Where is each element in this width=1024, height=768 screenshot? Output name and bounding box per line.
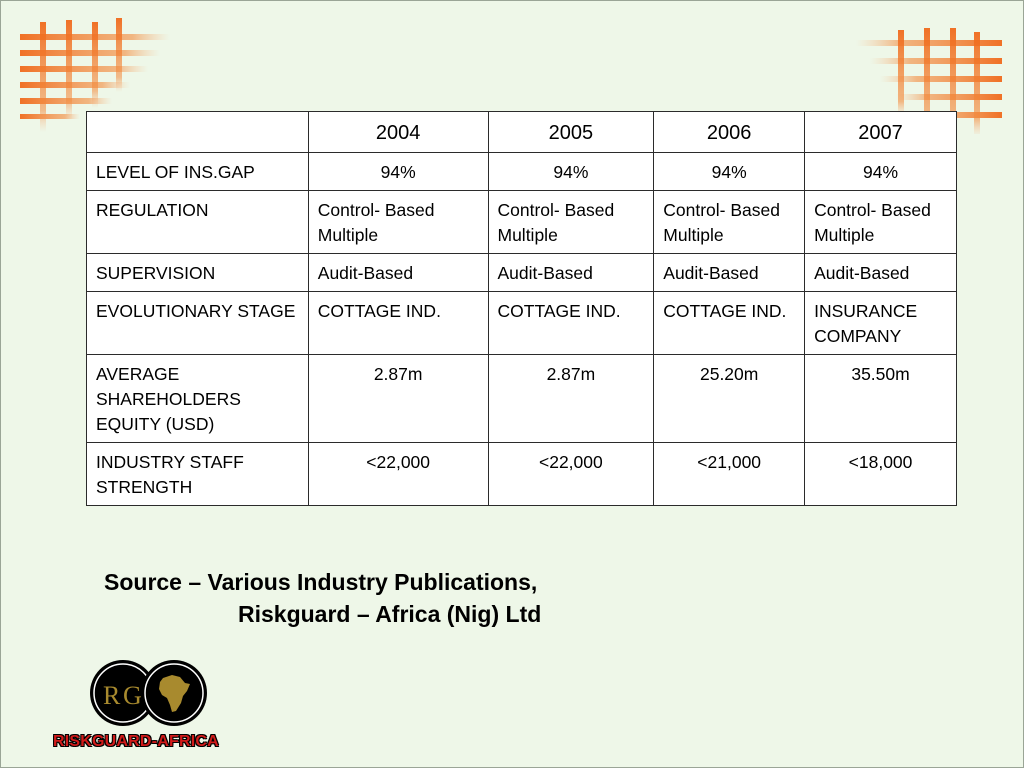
table-cell: <18,000 xyxy=(804,442,957,506)
table-cell: 2.87m xyxy=(487,354,655,443)
industry-comparison-table: 2004 2005 2006 2007 LEVEL OF INS.GAP 94%… xyxy=(86,111,957,506)
row-label: AVERAGE SHAREHOLDERS EQUITY (USD) xyxy=(86,354,309,443)
table-cell: 94% xyxy=(804,152,957,191)
source-line-1: Source – Various Industry Publications, xyxy=(104,569,538,595)
table-cell: 2.87m xyxy=(307,354,489,443)
orange-grid-decoration-left xyxy=(20,18,170,132)
table-header-row: 2004 2005 2006 2007 xyxy=(86,111,957,153)
table-cell: <22,000 xyxy=(487,442,655,506)
orange-grid-decoration-right xyxy=(856,28,1002,134)
row-label: LEVEL OF INS.GAP xyxy=(86,152,309,191)
table-cell: Audit-Based xyxy=(804,253,957,292)
table-cell: COTTAGE IND. xyxy=(487,291,655,355)
table-cell: Audit-Based xyxy=(307,253,489,292)
header-cell-year: 2007 xyxy=(804,111,957,153)
table-cell: <21,000 xyxy=(653,442,806,506)
source-line-2: Riskguard – Africa (Nig) Ltd xyxy=(238,601,542,627)
table-row: REGULATION Control- Based Multiple Contr… xyxy=(86,190,957,254)
row-label: SUPERVISION xyxy=(86,253,309,292)
row-label: INDUSTRY STAFF STRENGTH xyxy=(86,442,309,506)
table-cell: Control- Based Multiple xyxy=(307,190,489,254)
table-cell: Control- Based Multiple xyxy=(804,190,957,254)
company-name: RISKGUARD-AFRICA xyxy=(53,733,219,750)
row-label: EVOLUTIONARY STAGE xyxy=(86,291,309,355)
header-cell-year: 2005 xyxy=(487,111,655,153)
table-cell: Audit-Based xyxy=(487,253,655,292)
table-cell: <22,000 xyxy=(307,442,489,506)
logo-monogram-g: G xyxy=(123,681,142,710)
source-citation: Source – Various Industry Publications, … xyxy=(104,566,541,630)
table-row: LEVEL OF INS.GAP 94% 94% 94% 94% xyxy=(86,152,957,191)
table-cell: 35.50m xyxy=(804,354,957,443)
table-cell: Audit-Based xyxy=(653,253,806,292)
header-cell-empty xyxy=(86,111,309,153)
table-row: AVERAGE SHAREHOLDERS EQUITY (USD) 2.87m … xyxy=(86,354,957,443)
table-cell: INSURANCE COMPANY xyxy=(804,291,957,355)
table-row: INDUSTRY STAFF STRENGTH <22,000 <22,000 … xyxy=(86,442,957,506)
table-cell: 94% xyxy=(653,152,806,191)
table-cell: 94% xyxy=(487,152,655,191)
africa-map-icon xyxy=(159,675,190,712)
table-cell: Control- Based Multiple xyxy=(653,190,806,254)
logo-monogram-r: R xyxy=(103,681,121,710)
riskguard-logo: R G xyxy=(90,660,207,726)
table-cell: 94% xyxy=(307,152,489,191)
header-cell-year: 2006 xyxy=(653,111,806,153)
table-row: EVOLUTIONARY STAGE COTTAGE IND. COTTAGE … xyxy=(86,291,957,355)
table-cell: 25.20m xyxy=(653,354,806,443)
table-cell: COTTAGE IND. xyxy=(653,291,806,355)
row-label: REGULATION xyxy=(86,190,309,254)
table-cell: COTTAGE IND. xyxy=(307,291,489,355)
table-row: SUPERVISION Audit-Based Audit-Based Audi… xyxy=(86,253,957,292)
header-cell-year: 2004 xyxy=(307,111,489,153)
table-cell: Control- Based Multiple xyxy=(487,190,655,254)
